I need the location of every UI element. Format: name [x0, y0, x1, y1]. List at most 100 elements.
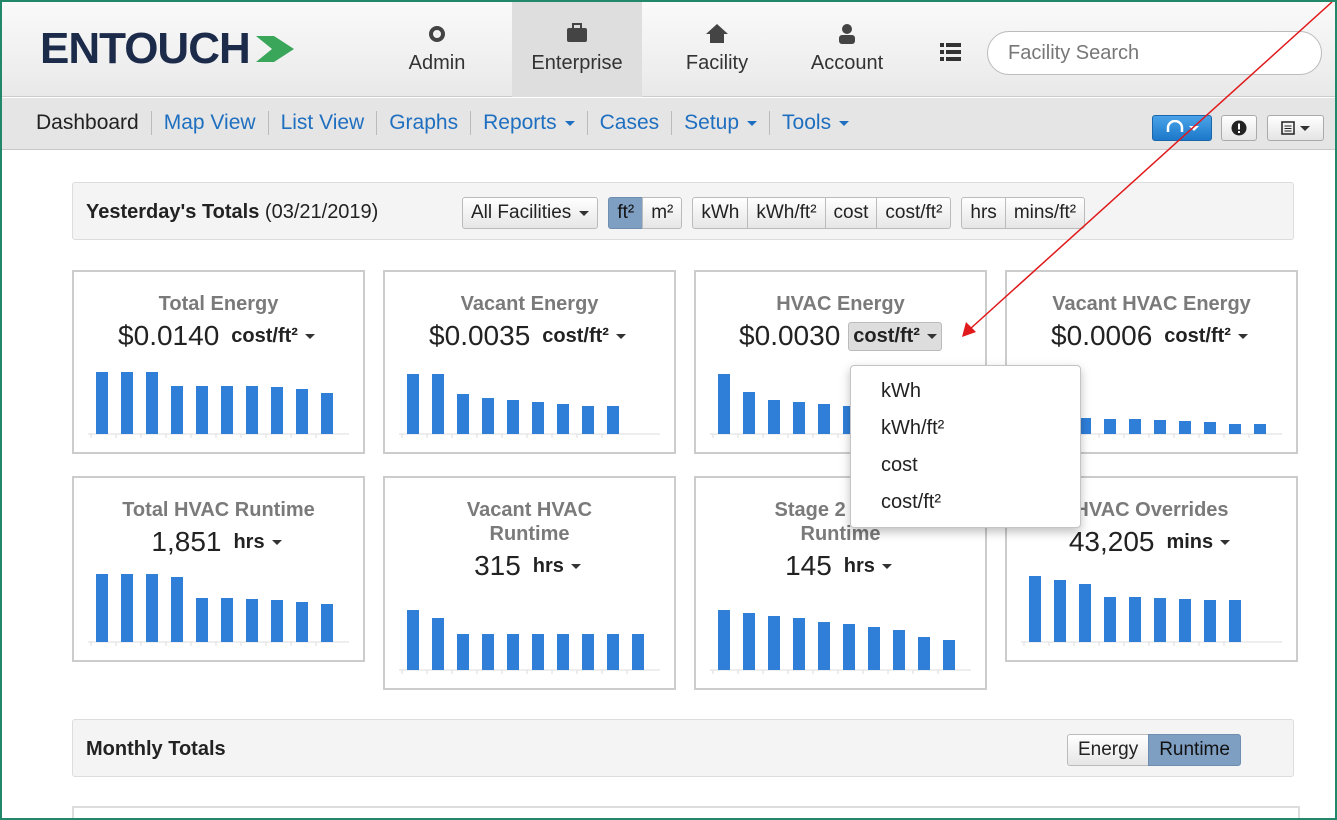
toggle-button[interactable]: Runtime: [1148, 734, 1241, 766]
unit-label: hrs: [844, 555, 875, 578]
nav-item[interactable]: Account: [782, 2, 912, 97]
bar: [1229, 424, 1241, 434]
card-title: Vacant Energy: [461, 292, 599, 316]
unit-selector[interactable]: hrs: [229, 529, 285, 556]
bar: [432, 618, 444, 670]
dropdown-item[interactable]: kWh/ft²: [851, 413, 1080, 450]
card-value-row: $0.0140 cost/ft²: [118, 320, 319, 352]
sub-nav-item[interactable]: Cases: [587, 111, 672, 135]
unit-selector[interactable]: cost/ft²: [1160, 323, 1252, 350]
toggle-button[interactable]: kWh/ft²: [747, 197, 825, 229]
mini-chart: [74, 354, 363, 444]
card-value: 145: [785, 550, 832, 582]
toggle-button[interactable]: Energy: [1067, 734, 1149, 766]
sub-nav-item[interactable]: Map View: [151, 111, 268, 135]
bar: [321, 604, 333, 642]
bar: [557, 634, 569, 670]
bar: [196, 598, 208, 642]
bar: [146, 574, 158, 642]
bar: [246, 599, 258, 642]
mini-chart: [385, 590, 674, 680]
unit-selector[interactable]: cost/ft²: [538, 323, 630, 350]
card-value: $0.0035: [429, 320, 530, 352]
menu-button[interactable]: [1267, 115, 1324, 141]
card-value-row: $0.0035 cost/ft²: [429, 320, 630, 352]
bar: [271, 387, 283, 434]
bar: [271, 600, 283, 642]
bar: [221, 386, 233, 434]
unit-selector[interactable]: mins: [1162, 529, 1234, 556]
bar: [171, 577, 183, 642]
bar: [718, 374, 730, 434]
bar: [432, 374, 444, 434]
sub-nav-item[interactable]: List View: [268, 111, 377, 135]
bar: [843, 624, 855, 670]
bar: [457, 394, 469, 434]
caret: [272, 540, 282, 545]
unit-selector[interactable]: cost/ft²: [227, 323, 319, 350]
unit-label: hrs: [533, 555, 564, 578]
sub-nav-item[interactable]: Reports: [470, 111, 587, 135]
logo-text: ENTOUCH: [40, 24, 250, 73]
bar: [1129, 419, 1141, 434]
bar: [121, 372, 133, 434]
mini-chart: [1007, 562, 1296, 652]
nav-item[interactable]: Facility: [652, 2, 782, 97]
search-placeholder: Facility Search: [1008, 42, 1139, 64]
list-icon[interactable]: [940, 42, 962, 62]
toggle-button[interactable]: cost/ft²: [876, 197, 951, 229]
bar: [196, 386, 208, 434]
nav-label: Admin: [409, 52, 466, 74]
alert-button[interactable]: [1221, 115, 1257, 141]
unit-selector[interactable]: hrs: [840, 553, 896, 580]
toggle-button[interactable]: cost: [825, 197, 878, 229]
dropdown-item[interactable]: kWh: [851, 376, 1080, 413]
search-box[interactable]: Facility Search: [987, 31, 1322, 75]
nav-item[interactable]: Admin: [372, 2, 502, 97]
bar: [482, 634, 494, 670]
logo[interactable]: ENTOUCH: [40, 24, 296, 74]
caret: [1220, 540, 1230, 545]
header: ENTOUCH Facility Search Admin Enterprise F…: [2, 2, 1335, 97]
monthly-chart-box: [72, 806, 1300, 820]
dropdown-item[interactable]: cost/ft²: [851, 487, 1080, 524]
sub-nav-item[interactable]: Setup: [671, 111, 769, 135]
bar: [868, 627, 880, 670]
toggle-button[interactable]: hrs: [961, 197, 1005, 229]
logo-arrow: [256, 32, 296, 66]
bar: [893, 630, 905, 670]
toggle-button[interactable]: mins/ft²: [1005, 197, 1085, 229]
nav-label: Facility: [686, 52, 748, 74]
bar: [718, 610, 730, 670]
toggle-button[interactable]: kWh: [692, 197, 748, 229]
nav-icon: [565, 22, 589, 46]
bar: [943, 640, 955, 670]
unit-selector[interactable]: cost/ft²: [848, 322, 942, 351]
dropdown-item[interactable]: cost: [851, 450, 1080, 487]
bar: [1129, 597, 1141, 642]
bar: [818, 404, 830, 434]
toggle-button[interactable]: m²: [642, 197, 682, 229]
toggle-button[interactable]: ft²: [608, 197, 643, 229]
card-value-row: 43,205mins: [1069, 526, 1234, 558]
support-button[interactable]: [1152, 115, 1212, 141]
sub-nav-item[interactable]: Tools: [769, 111, 861, 135]
card-value: $0.0140: [118, 320, 219, 352]
sub-nav-item[interactable]: Dashboard: [22, 111, 151, 135]
nav-item[interactable]: Enterprise: [512, 2, 642, 97]
filter-button[interactable]: All Facilities: [462, 197, 598, 229]
bar: [743, 392, 755, 434]
bar: [532, 634, 544, 670]
unit-selector[interactable]: hrs: [529, 553, 585, 580]
caret: [1238, 334, 1248, 339]
card-title: HVAC Energy: [776, 292, 905, 316]
bar: [582, 634, 594, 670]
bar: [507, 400, 519, 434]
unit-label: cost/ft²: [542, 325, 609, 348]
caret: [882, 564, 892, 569]
sub-nav-item[interactable]: Graphs: [376, 111, 470, 135]
bar: [296, 602, 308, 642]
